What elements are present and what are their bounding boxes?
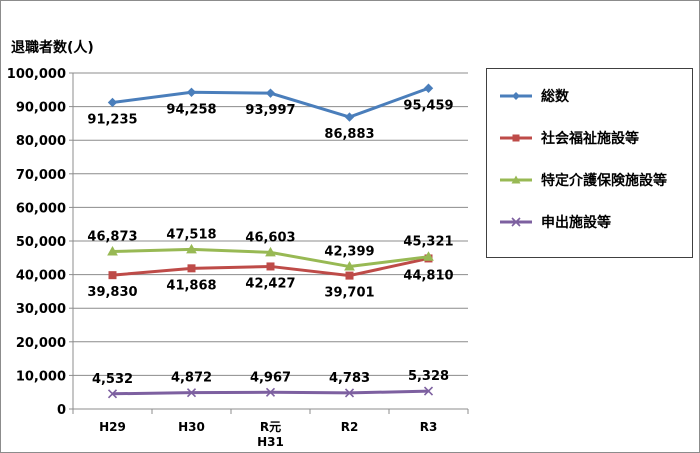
data-label: 46,873 (87, 230, 137, 245)
x-tick-label: H29 (99, 420, 126, 434)
legend-item: 社会福祉施設等 (499, 128, 639, 148)
series-point (266, 262, 275, 271)
y-tick-label: 70,000 (16, 168, 66, 183)
legend-item: 特定介護保険施設等 (499, 170, 667, 190)
data-label: 86,883 (324, 127, 374, 142)
series-point (265, 88, 276, 98)
series-point (108, 271, 117, 280)
legend-swatch (500, 175, 532, 184)
legend-swatch (500, 217, 532, 227)
series-point (423, 251, 434, 261)
series-point (265, 246, 276, 257)
series-point (344, 112, 355, 122)
series-point (344, 388, 355, 398)
y-tick-label: 90,000 (16, 101, 66, 116)
x-tick-label: R2 (341, 420, 359, 434)
x-tick-label: H31 (257, 435, 284, 449)
y-tick-label: 40,000 (16, 269, 66, 284)
y-tick-label: 20,000 (16, 336, 66, 351)
series-point (345, 271, 354, 280)
y-axis-title: 退職者数(人) (11, 40, 94, 56)
series-point (423, 83, 434, 93)
legend-item: 総数 (499, 86, 569, 106)
data-label: 39,830 (87, 285, 137, 300)
series-point (107, 245, 118, 256)
legend: 総数社会福祉施設等特定介護保険施設等 申出施設等 (486, 68, 693, 258)
data-label: 42,399 (324, 245, 374, 260)
data-label: 47,518 (166, 227, 216, 242)
x-tick-label: R元 (260, 420, 281, 434)
series-point (265, 387, 276, 397)
data-label: 4,872 (171, 371, 212, 386)
data-label: 39,701 (324, 286, 374, 301)
series-point (187, 264, 196, 273)
y-tick-label: 80,000 (16, 134, 66, 149)
x-tick-label: H30 (178, 420, 205, 434)
series-point (423, 386, 434, 396)
legend-swatch (500, 134, 532, 142)
data-label: 41,868 (166, 278, 216, 293)
data-label: 5,328 (408, 369, 449, 384)
y-tick-label: 60,000 (16, 201, 66, 216)
y-tick-label: 50,000 (16, 235, 66, 250)
y-tick-label: 100,000 (7, 67, 66, 82)
series-point (186, 87, 197, 98)
data-label: 4,532 (92, 372, 133, 387)
y-tick-label: 0 (57, 403, 66, 418)
series-point (344, 261, 355, 271)
y-tick-label: 30,000 (16, 302, 66, 317)
y-tick-label: 10,000 (16, 369, 66, 384)
x-tick-label: R3 (420, 420, 438, 434)
data-label: 4,783 (329, 371, 370, 386)
series-point (186, 388, 197, 398)
legend-label: 総数 (541, 89, 569, 105)
data-label: 44,810 (403, 268, 453, 283)
data-label: 45,321 (403, 235, 453, 250)
legend-label: 特定介護保険施設等 (541, 173, 667, 189)
data-label: 95,459 (403, 98, 453, 113)
data-label: 91,235 (87, 112, 137, 127)
data-label: 94,258 (166, 102, 216, 117)
data-label: 42,427 (245, 276, 295, 291)
series-point (186, 243, 197, 254)
legend-label: 申出施設等 (541, 215, 611, 231)
legend-label: 社会福祉施設等 (541, 131, 639, 147)
data-label: 4,967 (250, 370, 291, 385)
series-point (107, 97, 118, 108)
data-label: 46,603 (245, 230, 295, 245)
data-label: 93,997 (245, 103, 295, 118)
legend-item: 申出施設等 (499, 212, 611, 232)
series-point (107, 389, 118, 399)
legend-swatch (500, 92, 532, 100)
